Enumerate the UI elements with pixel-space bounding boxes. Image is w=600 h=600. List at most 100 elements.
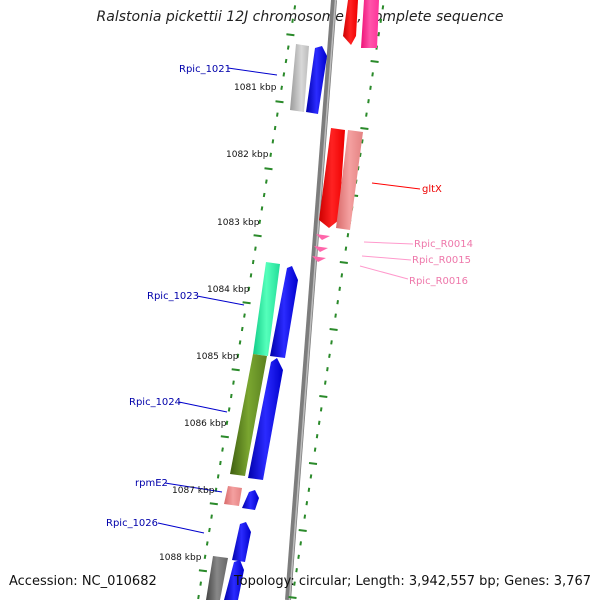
gene-rpic1023-blue[interactable] (270, 266, 298, 358)
minor-tick (265, 179, 268, 184)
leader-Rpic_1024 (178, 401, 228, 413)
minor-tick (254, 246, 257, 251)
trna-Rpic_R0014[interactable] (316, 234, 330, 240)
gene-rpic1024-blue[interactable] (248, 358, 283, 480)
major-tick (370, 60, 379, 63)
minor-tick (303, 514, 307, 519)
minor-tick (291, 18, 294, 23)
kbp-label: 1082 kbp (226, 150, 269, 160)
minor-tick (315, 434, 319, 439)
minor-tick (293, 581, 296, 586)
minor-tick (344, 246, 348, 251)
minor-tick (379, 18, 383, 23)
minor-tick (299, 541, 302, 546)
minor-tick (203, 554, 207, 559)
leader-Rpic_R0016 (359, 265, 409, 280)
major-tick (360, 127, 369, 130)
minor-tick (340, 273, 344, 278)
minor-tick (221, 447, 224, 452)
kbp-label: 1088 kbp (159, 553, 202, 563)
minor-tick (326, 367, 329, 372)
gene-label-Rpic_R0016[interactable]: Rpic_R0016 (409, 276, 468, 287)
gene-label-Rpic_1023[interactable]: Rpic_1023 (147, 291, 199, 302)
map-title: Ralstonia pickettii 12J chromosome 1, co… (96, 9, 504, 25)
major-tick (319, 395, 328, 398)
major-tick (308, 462, 318, 465)
minor-tick (282, 72, 286, 77)
gene-label-Rpic_1024[interactable]: Rpic_1024 (129, 397, 181, 408)
major-tick (275, 100, 284, 104)
major-tick (242, 301, 251, 305)
major-tick (286, 33, 295, 37)
minor-tick (271, 139, 275, 144)
gene-top-red[interactable] (343, 0, 358, 45)
gene-rpic1024-olive[interactable] (230, 354, 267, 476)
major-tick (329, 328, 338, 331)
minor-tick (208, 527, 211, 533)
minor-tick (273, 125, 277, 131)
gene-label-Rpic_1026[interactable]: Rpic_1026 (106, 518, 158, 529)
minor-tick (230, 393, 233, 399)
gene-bottom-blue[interactable] (224, 560, 244, 600)
minor-tick (338, 286, 341, 291)
gene-gltX-salmon[interactable] (336, 130, 363, 230)
major-tick (253, 234, 262, 238)
minor-tick (225, 420, 229, 425)
gene-rpic1026-blue[interactable] (232, 522, 251, 562)
minor-tick (381, 5, 385, 10)
gene-rpmE2-blue[interactable] (242, 490, 259, 510)
minor-tick (324, 380, 327, 385)
minor-tick (307, 487, 311, 492)
major-tick (264, 167, 273, 171)
trna-Rpic_R0016[interactable] (312, 256, 326, 262)
minor-tick (240, 326, 244, 332)
leader-Rpic_R0015 (361, 255, 412, 261)
leader-Rpic_1023 (196, 295, 245, 306)
gene-label-Rpic_R0014[interactable]: Rpic_R0014 (414, 239, 473, 250)
left-tick-ring (197, 5, 297, 600)
minor-tick (276, 112, 279, 117)
topology-text: Topology: circular; Length: 3,942,557 bp… (233, 574, 591, 589)
gene-top-pink[interactable] (361, 0, 379, 48)
major-tick (288, 596, 297, 599)
gene-bottom-dark[interactable] (206, 556, 228, 600)
gene-gltX[interactable] (319, 128, 345, 228)
minor-tick (219, 460, 222, 466)
chromosome-backbone-highlight (288, 0, 337, 600)
minor-tick (369, 85, 372, 90)
gene-rpmE2[interactable] (224, 486, 242, 506)
minor-tick (297, 554, 300, 559)
minor-tick (197, 594, 200, 600)
right-tick-ring (288, 5, 385, 599)
minor-tick (269, 152, 272, 157)
kbp-label: 1087 kbp (172, 486, 215, 496)
minor-tick (210, 514, 213, 519)
gene-rpic1021-gray[interactable] (290, 44, 309, 112)
minor-tick (313, 447, 317, 452)
kbp-label: 1086 kbp (184, 419, 227, 429)
kbp-label: 1084 kbp (207, 285, 250, 295)
accession-text: Accession: NC_010682 (9, 574, 157, 589)
gene-rpic1021-blue[interactable] (306, 46, 327, 114)
minor-tick (284, 58, 288, 64)
leader-Rpic_1026 (157, 522, 205, 534)
kbp-label: 1085 kbp (196, 352, 239, 362)
minor-tick (260, 206, 264, 211)
kbp-labels: 1081 kbp 1082 kbp 1083 kbp 1084 kbp 1085… (159, 83, 277, 563)
minor-tick (293, 5, 297, 10)
gene-label-Rpic_1021[interactable]: Rpic_1021 (179, 64, 231, 75)
major-tick (209, 502, 218, 506)
leader-lines (157, 67, 421, 534)
gene-label-Rpic_R0015[interactable]: Rpic_R0015 (412, 255, 471, 266)
leader-rpmE2 (164, 482, 223, 493)
trna-Rpic_R0015[interactable] (314, 246, 328, 252)
gene-rpic1023-teal[interactable] (253, 262, 280, 356)
minor-tick (199, 581, 202, 586)
minor-tick (236, 353, 240, 358)
minor-tick (262, 192, 266, 198)
minor-tick (346, 233, 350, 238)
minor-tick (309, 474, 313, 479)
gene-label-gltX[interactable]: gltX (422, 184, 442, 195)
gene-label-rpmE2[interactable]: rpmE2 (135, 478, 168, 489)
